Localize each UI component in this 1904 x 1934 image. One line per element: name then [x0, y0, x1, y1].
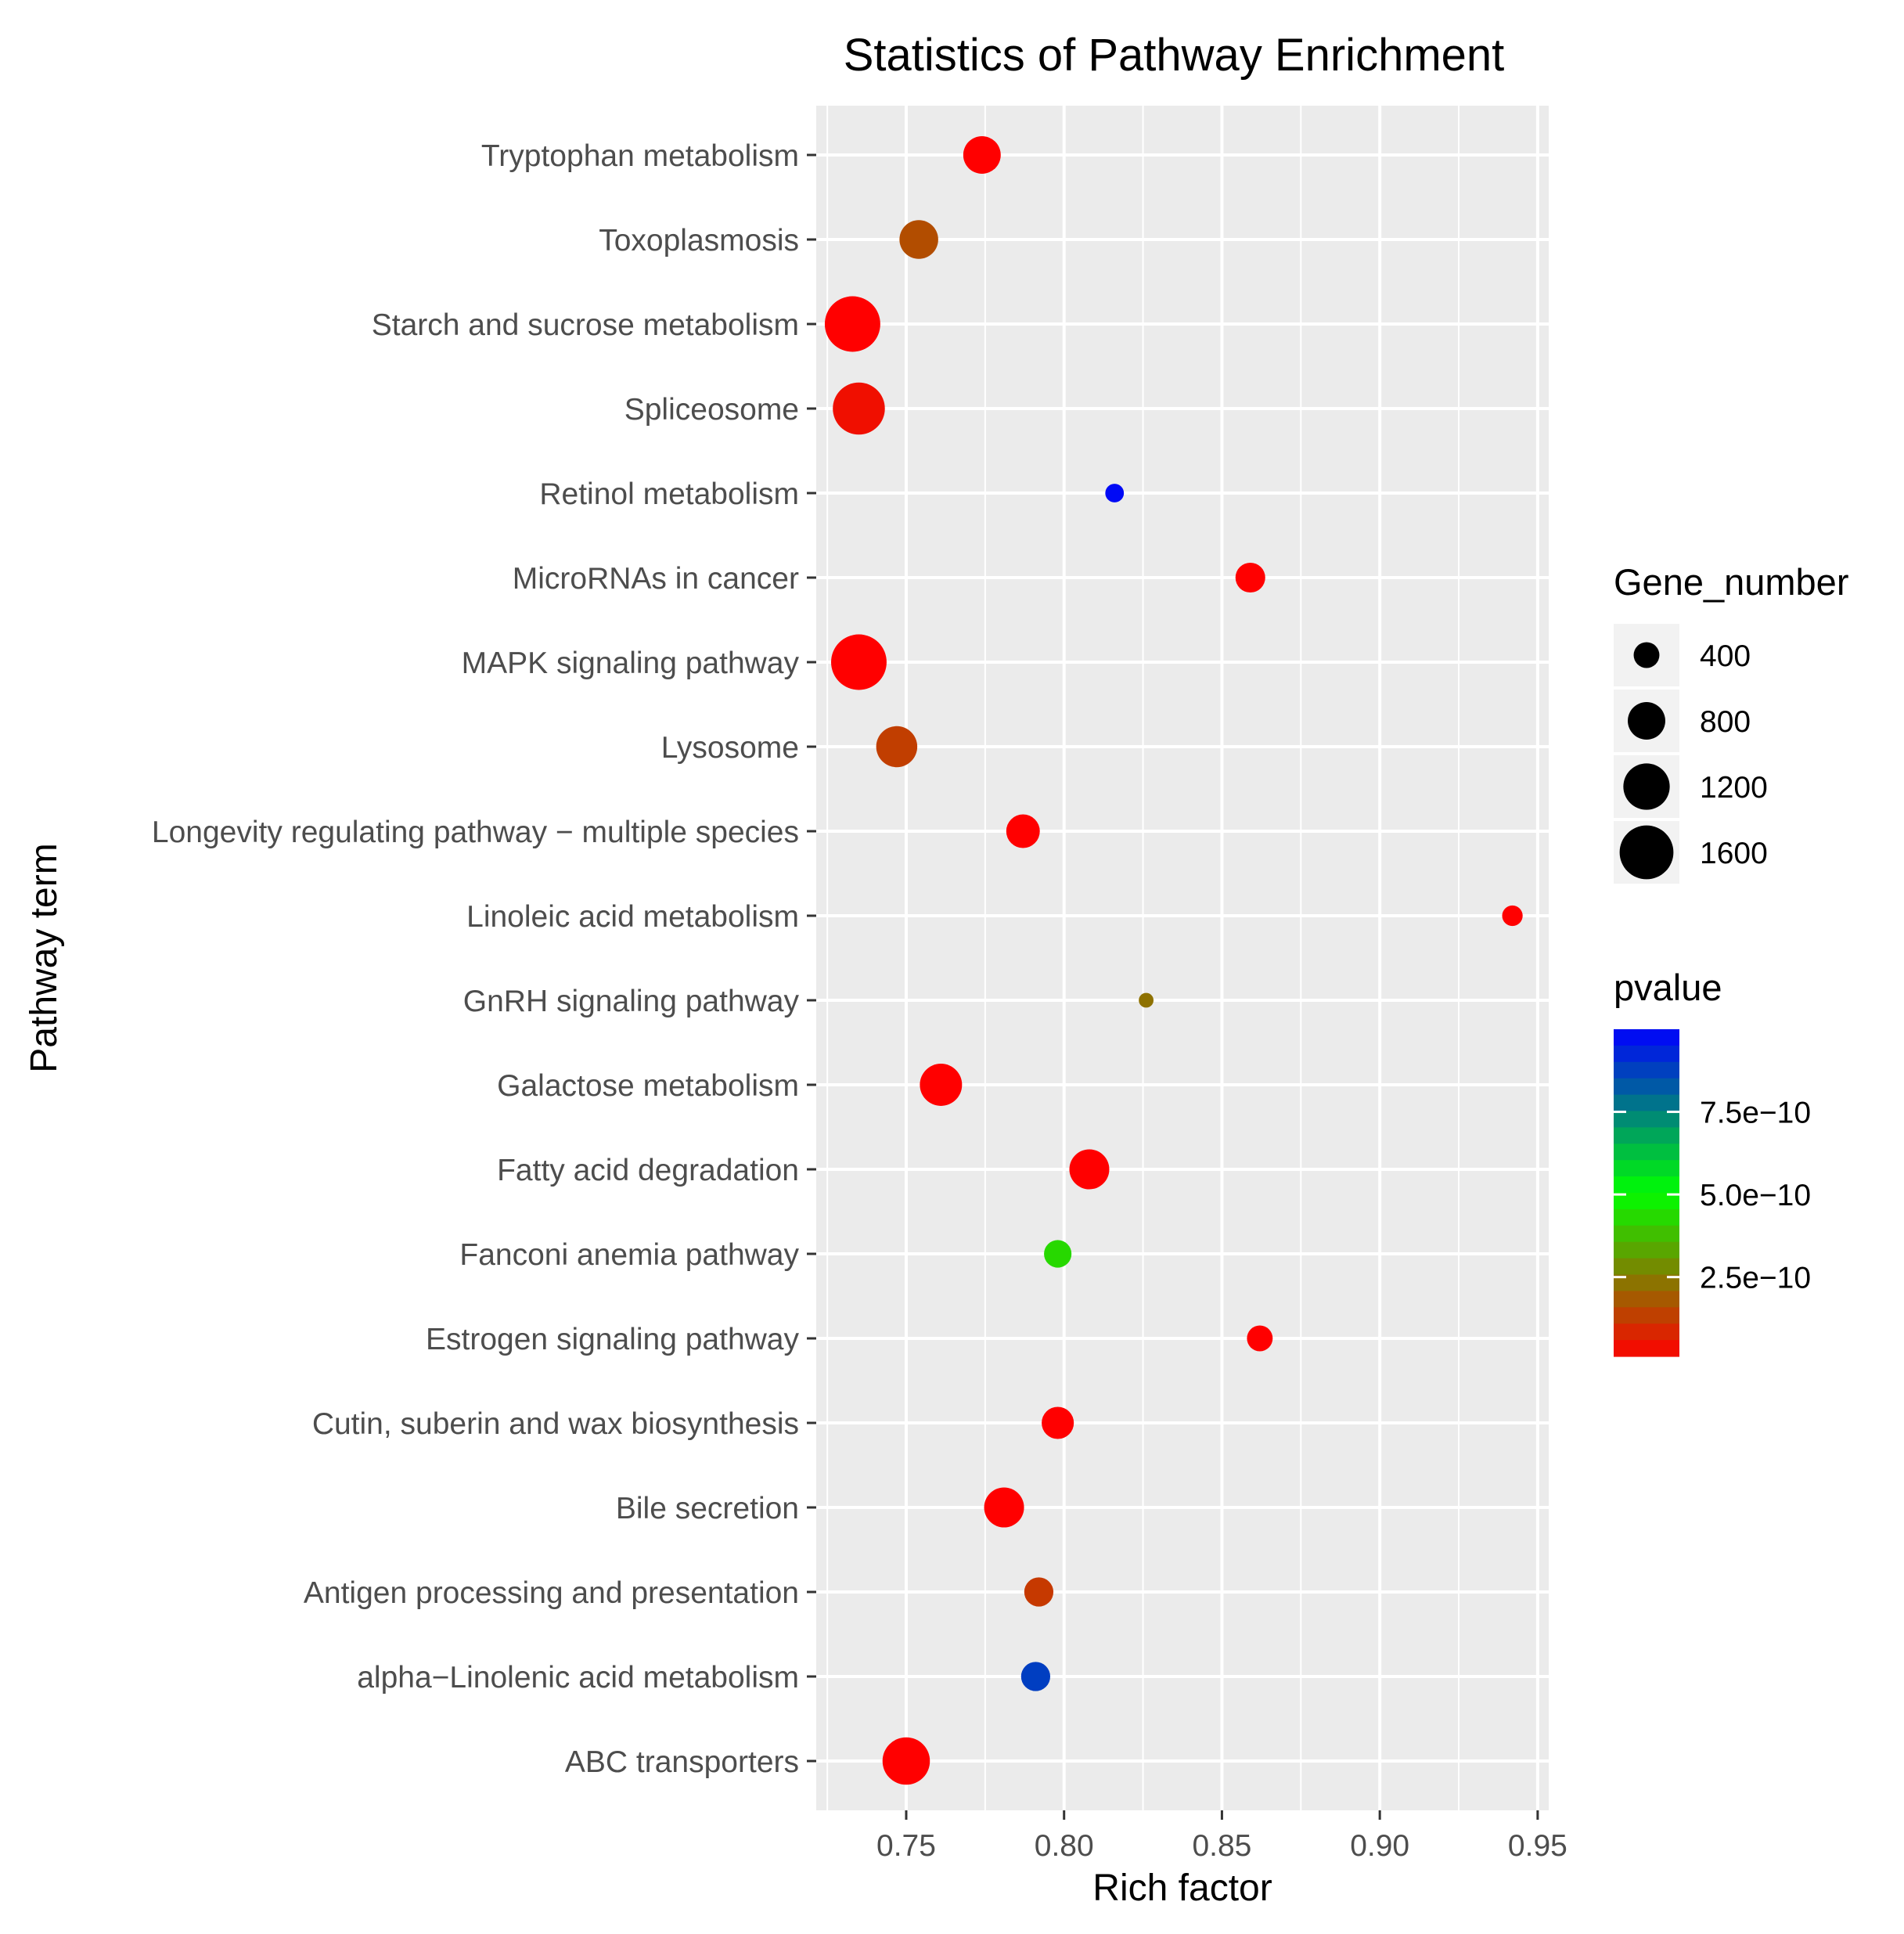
colorbar-segment — [1614, 1094, 1679, 1112]
size-legend-dot — [1633, 642, 1660, 668]
y-tick-label: Fanconi anemia pathway — [459, 1238, 799, 1272]
y-tick-label: MicroRNAs in cancer — [513, 562, 799, 596]
data-point — [1024, 1577, 1054, 1607]
colorbar-segment — [1614, 1078, 1679, 1096]
data-point — [876, 726, 918, 768]
y-tick-label: Lysosome — [661, 731, 799, 765]
colorbar-segment — [1614, 1160, 1679, 1177]
data-point — [833, 382, 885, 435]
x-axis: 0.75 0.80 0.85 0.90 0.95 — [876, 1810, 1567, 1863]
size-legend-dot — [1619, 825, 1674, 880]
size-legend-label: 800 — [1700, 705, 1751, 739]
size-legend-dot — [1628, 702, 1665, 740]
y-tick-label: MAPK signaling pathway — [462, 646, 800, 680]
colorbar-segment — [1614, 1176, 1679, 1194]
colorbar-tick-label: 7.5e−10 — [1700, 1097, 1811, 1130]
x-tick-label: 0.90 — [1350, 1829, 1409, 1863]
y-tick-label: Starch and sucrose metabolism — [372, 308, 799, 342]
data-point — [1020, 1662, 1051, 1691]
y-axis: Tryptophan metabolism Toxoplasmosis Starch… — [152, 139, 816, 1779]
y-axis-title: Pathway term — [23, 843, 65, 1072]
size-legend: Gene_number 400 800 1200 1600 — [1614, 561, 1848, 884]
colorbar-segment — [1614, 1340, 1679, 1357]
colorbar-segment — [1614, 1258, 1679, 1276]
data-point — [1139, 992, 1154, 1008]
data-point — [1069, 1149, 1110, 1190]
size-legend-label: 1600 — [1700, 837, 1768, 870]
data-point — [1042, 1406, 1074, 1439]
colorbar-tick-label: 2.5e−10 — [1700, 1262, 1811, 1295]
colorbar-segment — [1614, 1029, 1679, 1046]
grid-lines — [816, 106, 1549, 1810]
y-tick-label: Retinol metabolism — [539, 477, 799, 511]
colorbar-segment — [1614, 1208, 1679, 1226]
data-point — [920, 1064, 963, 1106]
colorbar-segment — [1614, 1241, 1679, 1259]
colorbar-segment — [1614, 1225, 1679, 1243]
data-point — [1247, 1325, 1273, 1352]
size-legend-label: 400 — [1700, 639, 1751, 673]
colorbar-segment — [1614, 1307, 1679, 1324]
size-legend-title: Gene_number — [1614, 561, 1848, 603]
data-point — [899, 220, 938, 259]
colorbar-segment — [1614, 1045, 1679, 1063]
y-tick-label: Fatty acid degradation — [497, 1154, 799, 1187]
data-point — [984, 1487, 1024, 1528]
colorbar-segment — [1614, 1274, 1679, 1291]
x-tick-label: 0.85 — [1192, 1829, 1251, 1863]
y-tick-label: Cutin, suberin and wax biosynthesis — [312, 1407, 799, 1441]
x-tick-label: 0.95 — [1508, 1829, 1567, 1863]
y-tick-label: Bile secretion — [616, 1492, 799, 1525]
x-tick-label: 0.75 — [876, 1829, 936, 1863]
y-tick-label: GnRH signaling pathway — [463, 985, 800, 1018]
colorbar-tick-label: 5.0e−10 — [1700, 1179, 1811, 1212]
color-legend-title: pvalue — [1614, 967, 1722, 1008]
data-point — [1235, 562, 1265, 593]
colorbar-segment — [1614, 1143, 1679, 1161]
y-tick-label: Linoleic acid metabolism — [466, 900, 799, 934]
data-point — [830, 634, 887, 690]
y-tick-label: Toxoplasmosis — [599, 224, 799, 258]
y-tick-label: alpha−Linolenic acid metabolism — [357, 1661, 799, 1695]
y-tick-label: Antigen processing and presentation — [304, 1576, 799, 1610]
plot-panel — [816, 106, 1549, 1810]
colorbar-segment — [1614, 1127, 1679, 1144]
y-tick-label: Estrogen signaling pathway — [426, 1323, 799, 1356]
data-point — [824, 296, 880, 352]
data-point — [1044, 1240, 1072, 1268]
data-point — [1502, 905, 1523, 927]
x-axis-title: Rich factor — [1092, 1867, 1272, 1909]
y-tick-label: Galactose metabolism — [497, 1069, 799, 1103]
size-legend-label: 1200 — [1700, 771, 1768, 805]
data-point — [963, 136, 1001, 174]
y-tick-label: Longevity regulating pathway − multiple … — [152, 816, 799, 849]
chart-title: Statistics of Pathway Enrichment — [844, 30, 1505, 81]
y-tick-label: Tryptophan metabolism — [481, 139, 799, 173]
data-point — [882, 1737, 930, 1785]
size-legend-dot — [1623, 763, 1670, 810]
color-legend: pvalue 7.5e−10 5.0e−10 2.5e−10 — [1614, 967, 1811, 1357]
colorbar-segment — [1614, 1061, 1679, 1079]
data-point — [1006, 814, 1040, 848]
colorbar-segment — [1614, 1324, 1679, 1341]
data-points — [824, 136, 1523, 1785]
y-tick-label: ABC transporters — [565, 1745, 799, 1779]
colorbar-segment — [1614, 1111, 1679, 1128]
x-tick-label: 0.80 — [1035, 1829, 1094, 1863]
colorbar-segment — [1614, 1291, 1679, 1308]
colorbar-segment — [1614, 1193, 1679, 1210]
y-tick-label: Spliceosome — [624, 393, 799, 427]
data-point — [1105, 484, 1125, 502]
